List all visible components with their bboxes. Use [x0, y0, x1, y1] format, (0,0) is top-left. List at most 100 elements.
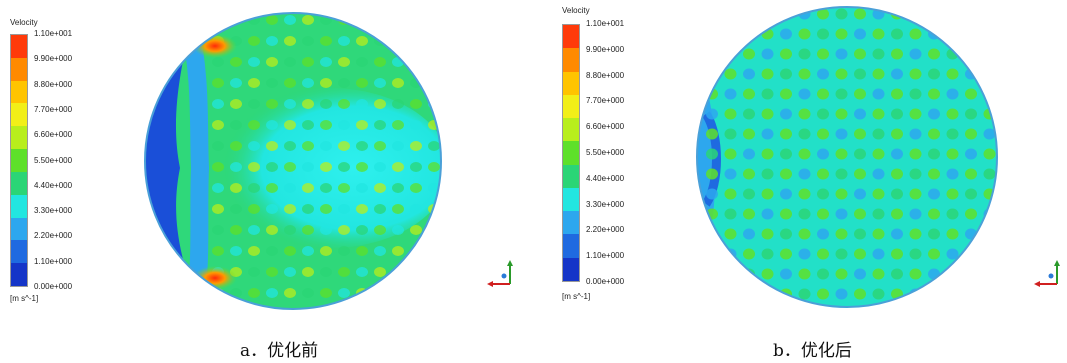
legend-swatch [11, 103, 27, 127]
velocity-spot [428, 78, 440, 88]
velocity-spot [743, 128, 755, 140]
velocity-spot [392, 225, 404, 235]
legend-tick-label: 3.30e+000 [586, 199, 625, 209]
velocity-spot [946, 248, 959, 260]
velocity-spot [780, 148, 792, 160]
velocity-spot [374, 15, 386, 25]
velocity-spot [909, 28, 922, 40]
velocity-spot [706, 108, 718, 120]
velocity-spot [909, 188, 922, 200]
velocity-spot [338, 246, 350, 256]
velocity-spot [302, 246, 314, 256]
legend-swatch [563, 118, 579, 142]
velocity-spot [909, 68, 922, 80]
velocity-spot [761, 68, 774, 80]
velocity-spot [946, 148, 959, 160]
velocity-spot [780, 208, 792, 220]
velocity-spot [284, 183, 296, 193]
velocity-spot [835, 28, 848, 40]
velocity-spot [428, 246, 440, 256]
velocity-spot [428, 183, 440, 193]
velocity-spot [983, 248, 996, 260]
velocity-spot [320, 288, 332, 298]
velocity-spot [983, 148, 996, 160]
velocity-spot [230, 162, 242, 172]
velocity-spot [266, 225, 278, 235]
legend-unit: [m s^-1] [562, 292, 591, 301]
velocity-spot [891, 268, 903, 280]
velocity-spot [302, 78, 314, 88]
velocity-spot [854, 68, 866, 80]
velocity-spot [356, 36, 368, 46]
velocity-spot [392, 15, 404, 25]
velocity-spot [392, 288, 404, 298]
velocity-spot [891, 128, 903, 140]
velocity-spot [761, 128, 774, 140]
velocity-spot [835, 268, 848, 280]
velocity-spot [724, 188, 737, 200]
velocity-spot [743, 168, 755, 180]
velocity-spot [891, 88, 903, 100]
velocity-spot [706, 128, 718, 140]
velocity-spot [835, 68, 848, 80]
legend-tick-label: 6.60e+000 [34, 130, 73, 140]
velocity-spot [320, 162, 332, 172]
velocity-spot [817, 108, 829, 120]
velocity-spot [356, 162, 368, 172]
legend-tick-label: 9.90e+000 [34, 54, 73, 64]
legend-tick-label: 9.90e+000 [586, 44, 625, 54]
velocity-spot [780, 228, 792, 240]
velocity-spot [817, 228, 829, 240]
legend-unit: [m s^-1] [10, 294, 39, 303]
velocity-spot [410, 288, 422, 298]
velocity-spot [284, 141, 296, 151]
caption-before: a．优化前 [240, 341, 319, 361]
velocity-spot [338, 183, 350, 193]
velocity-spot [872, 128, 885, 140]
legend-swatch [563, 25, 579, 49]
velocity-spot [946, 68, 959, 80]
velocity-spot [302, 162, 314, 172]
velocity-spot [320, 225, 332, 235]
panel-before: Velocity [m s^-1] [0, 0, 533, 363]
velocity-spot [266, 36, 278, 46]
velocity-spot [706, 288, 718, 300]
velocity-spot [946, 208, 959, 220]
velocity-spot [946, 188, 959, 200]
velocity-spot [392, 204, 404, 214]
velocity-spot [891, 168, 903, 180]
velocity-spot [706, 248, 718, 260]
velocity-spot [983, 128, 996, 140]
velocity-spot [266, 15, 278, 25]
velocity-spot [817, 148, 829, 160]
velocity-spot [983, 268, 996, 280]
velocity-spot [284, 246, 296, 256]
velocity-spot [356, 120, 368, 130]
velocity-spot [356, 225, 368, 235]
velocity-spot [724, 228, 737, 240]
velocity-spot [946, 288, 959, 300]
velocity-spot [266, 183, 278, 193]
velocity-spot [230, 99, 242, 109]
velocity-spot [780, 48, 792, 60]
velocity-spot [212, 120, 224, 130]
velocity-spot [872, 228, 885, 240]
velocity-spot [356, 183, 368, 193]
velocity-spot [928, 88, 940, 100]
velocity-spot [724, 208, 737, 220]
velocity-spot [320, 99, 332, 109]
velocity-spot [356, 78, 368, 88]
velocity-spot [854, 208, 866, 220]
velocity-spot [320, 57, 332, 67]
velocity-spot [284, 57, 296, 67]
transition-band [179, 15, 210, 309]
velocity-spot [374, 204, 386, 214]
velocity-spot [374, 288, 386, 298]
velocity-spot [320, 141, 332, 151]
velocity-spot [266, 57, 278, 67]
velocity-spot [872, 108, 885, 120]
velocity-spot [946, 28, 959, 40]
velocity-spot [928, 248, 940, 260]
velocity-spot [928, 48, 940, 60]
velocity-spot [928, 108, 940, 120]
